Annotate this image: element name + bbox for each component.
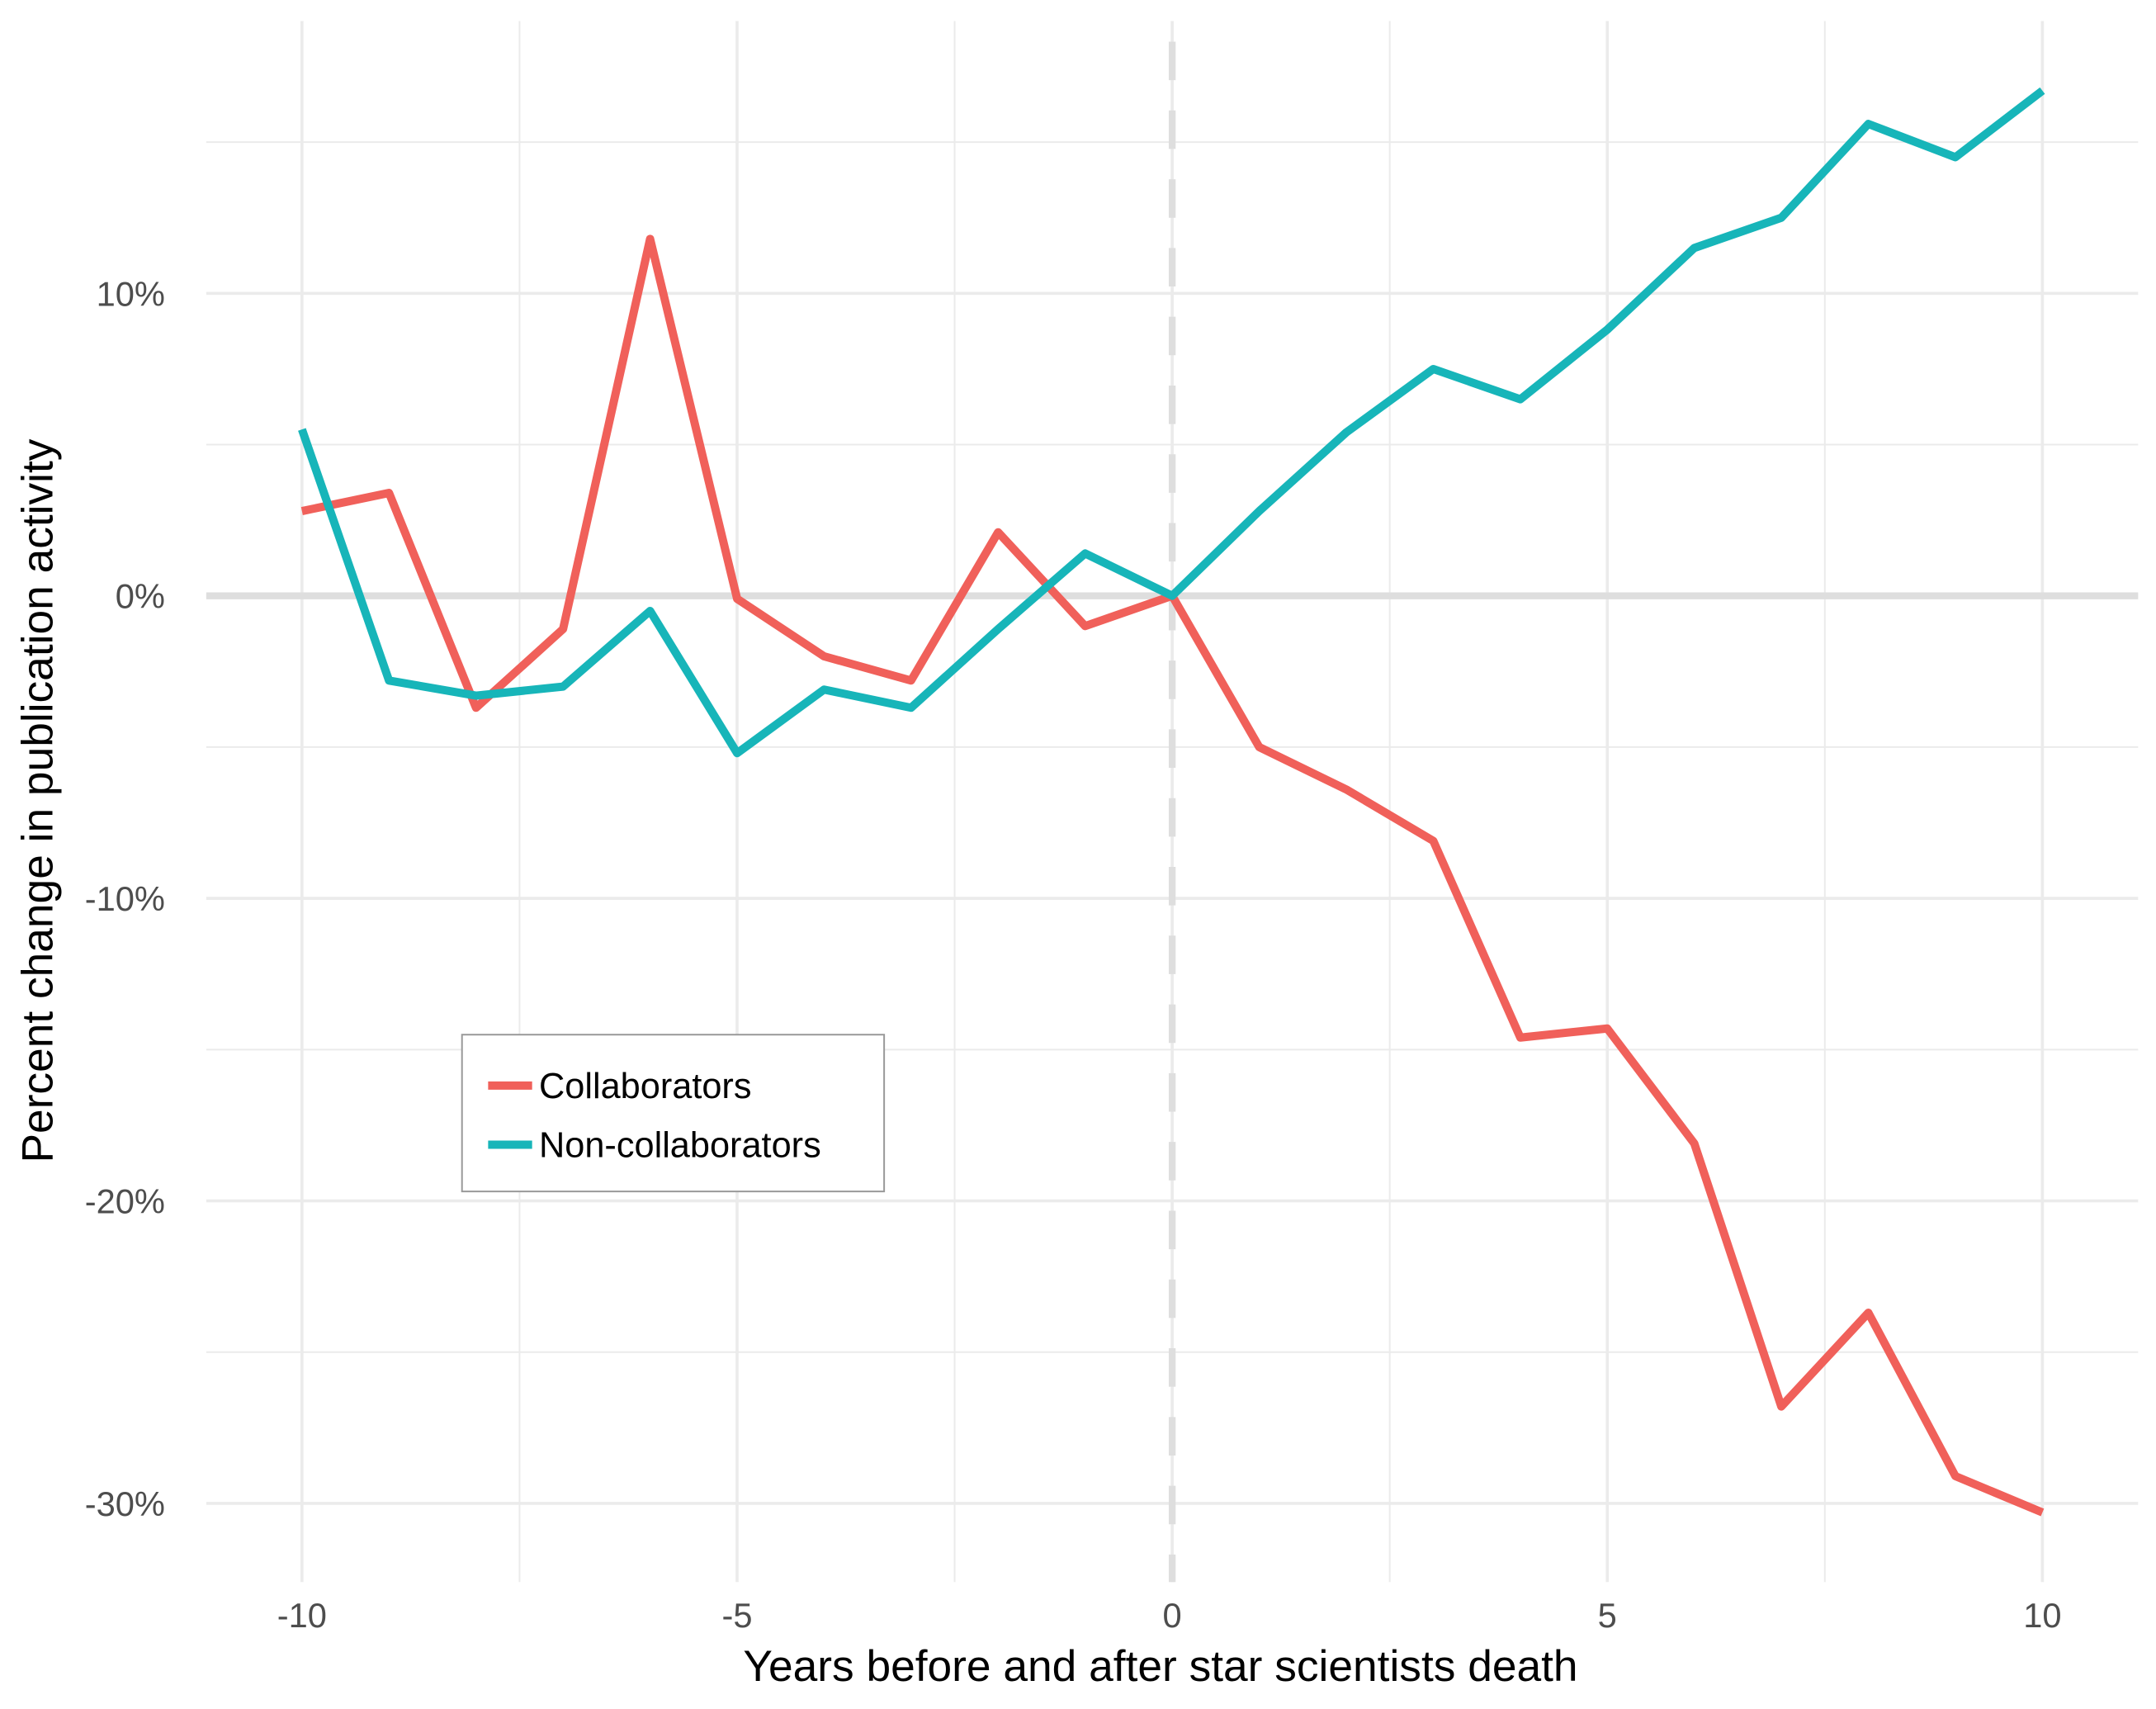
series-lines: [298, 87, 2045, 1517]
x-tick-label: 10: [2023, 1596, 2061, 1635]
x-tick-label: -10: [277, 1596, 327, 1635]
x-tick-labels: -10 -5 0 5 10: [277, 1596, 2062, 1635]
x-tick-label: -5: [721, 1596, 752, 1635]
y-tick-label: 10%: [97, 274, 165, 313]
y-tick-label: 0%: [116, 577, 165, 616]
legend-label-collaborators: Collaborators: [539, 1067, 752, 1106]
reference-lines: [206, 41, 2139, 1583]
y-tick-labels: -30% -20% -10% 0% 10%: [85, 274, 165, 1523]
series-line-non-collaborators: [298, 87, 2045, 758]
y-tick-label: -30%: [85, 1484, 165, 1523]
y-tick-label: -20%: [85, 1182, 165, 1221]
legend: Collaborators Non-collaborators: [461, 1034, 886, 1193]
x-axis-label: Years before and after star scientists d…: [743, 1642, 1577, 1691]
y-axis-label: Percent change in publication activity: [13, 438, 62, 1162]
gridlines: [206, 21, 2139, 1583]
legend-label-non-collaborators: Non-collaborators: [539, 1125, 821, 1165]
y-tick-label: -10%: [85, 879, 165, 918]
x-tick-label: 0: [1163, 1596, 1182, 1635]
legend-box: [461, 1034, 886, 1193]
x-tick-label: 5: [1598, 1596, 1617, 1635]
